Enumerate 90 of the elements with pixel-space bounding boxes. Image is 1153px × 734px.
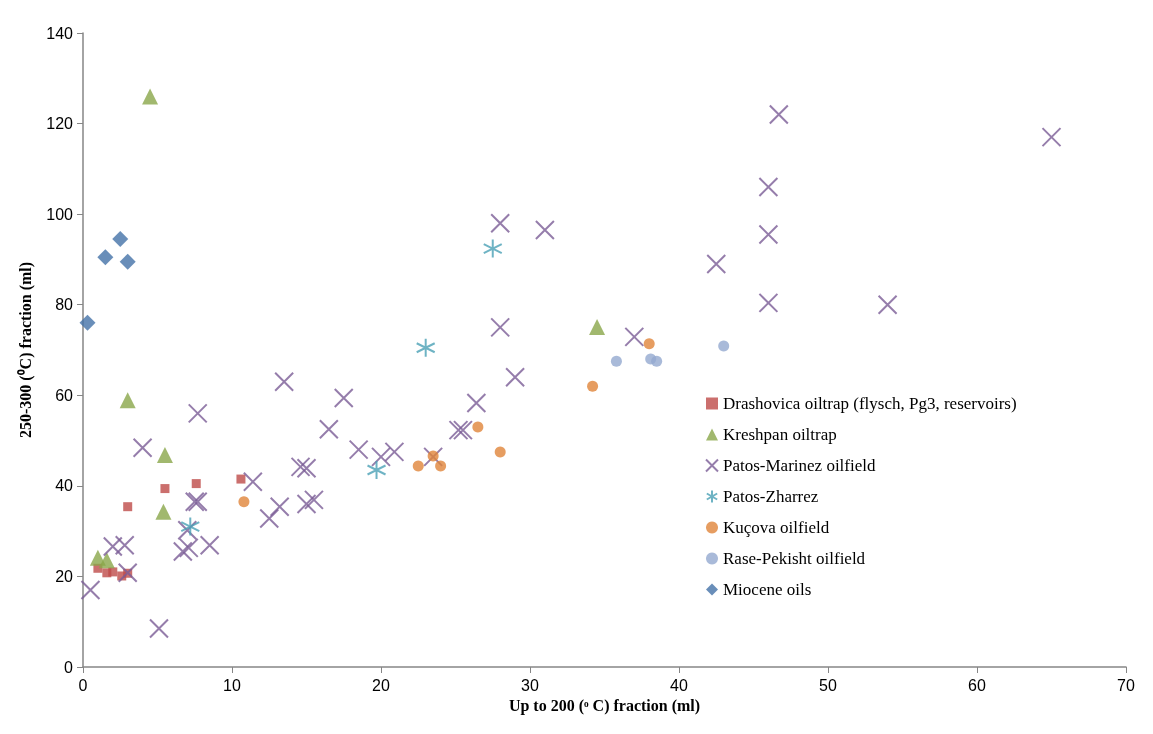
point [98,552,115,569]
point [303,489,324,510]
point [589,318,606,335]
legend-label: Kuçova oilfield [723,518,830,537]
point [114,535,135,556]
point [191,479,201,489]
y-tick-label: 140 [46,24,74,42]
point [366,460,387,481]
point [412,460,424,472]
point [877,294,898,315]
point [156,447,173,464]
point [490,317,511,338]
point [610,355,622,367]
point [718,340,730,352]
point [148,618,169,639]
point [427,450,439,462]
point [238,496,250,508]
point [758,176,779,197]
y-tick-label: 20 [55,567,74,585]
point [290,456,311,477]
legend-label: Miocene oils [723,580,812,599]
x-tick-label: 70 [1117,676,1135,694]
x-tick-label: 10 [223,676,241,694]
y-tick-label: 80 [55,296,74,314]
point [534,219,555,240]
y-tick-label: 120 [46,115,74,133]
point [758,224,779,245]
point [236,474,246,484]
x-tick-label: 60 [968,676,986,694]
point [119,392,136,409]
point [187,403,208,424]
point [384,441,405,462]
point [423,446,444,467]
point [160,484,170,494]
y-tick-label: 60 [55,386,74,404]
point [80,580,101,601]
point [119,253,136,270]
legend-label: Kreshpan oiltrap [723,425,837,444]
point [466,392,487,413]
point [348,439,369,460]
x-tick-label: 40 [670,676,688,694]
point [117,562,138,583]
point [155,503,172,520]
x-tick-label: 0 [78,676,88,694]
legend-label: Patos-Zharrez [723,487,819,506]
legend-label: Patos-Marinez oilfield [723,456,876,475]
point [758,292,779,313]
legend-label: Rase-Pekisht oilfield [723,549,866,568]
point [651,355,663,367]
x-axis-title: Up to 200 (ᵒ C) fraction (ml) [508,697,701,716]
point [624,326,645,347]
point [706,253,727,274]
point [643,338,655,350]
y-tick-label: 40 [55,477,74,495]
point [472,421,484,433]
point [768,104,789,125]
point [494,446,506,458]
point [108,567,118,577]
point [269,496,290,517]
point [490,213,511,234]
point [296,493,317,514]
x-tick-label: 30 [521,676,539,694]
x-tick-label: 50 [819,676,837,694]
point [172,541,193,562]
x-tick-label: 20 [372,676,390,694]
legend-label: Drashovica oiltrap (flysch, Pg3, reservoirs) [723,394,1017,413]
point [259,508,280,529]
point [435,460,447,472]
point [242,471,263,492]
y-tick-label: 0 [64,658,74,676]
point [123,502,133,512]
point [102,536,123,557]
point [132,437,153,458]
point [1041,127,1062,148]
point [318,419,339,440]
point [415,337,436,358]
point [296,458,317,479]
point [274,371,295,392]
y-axis-title: 250-300 (⁰C) fraction (ml) [16,261,35,439]
point [587,380,599,392]
point [333,388,354,408]
point [112,231,129,248]
point [505,367,526,388]
point [371,446,391,467]
point [97,249,114,266]
point [79,314,96,331]
point [199,535,220,556]
point [482,238,503,259]
point [142,88,159,105]
y-tick-label: 100 [46,205,74,223]
